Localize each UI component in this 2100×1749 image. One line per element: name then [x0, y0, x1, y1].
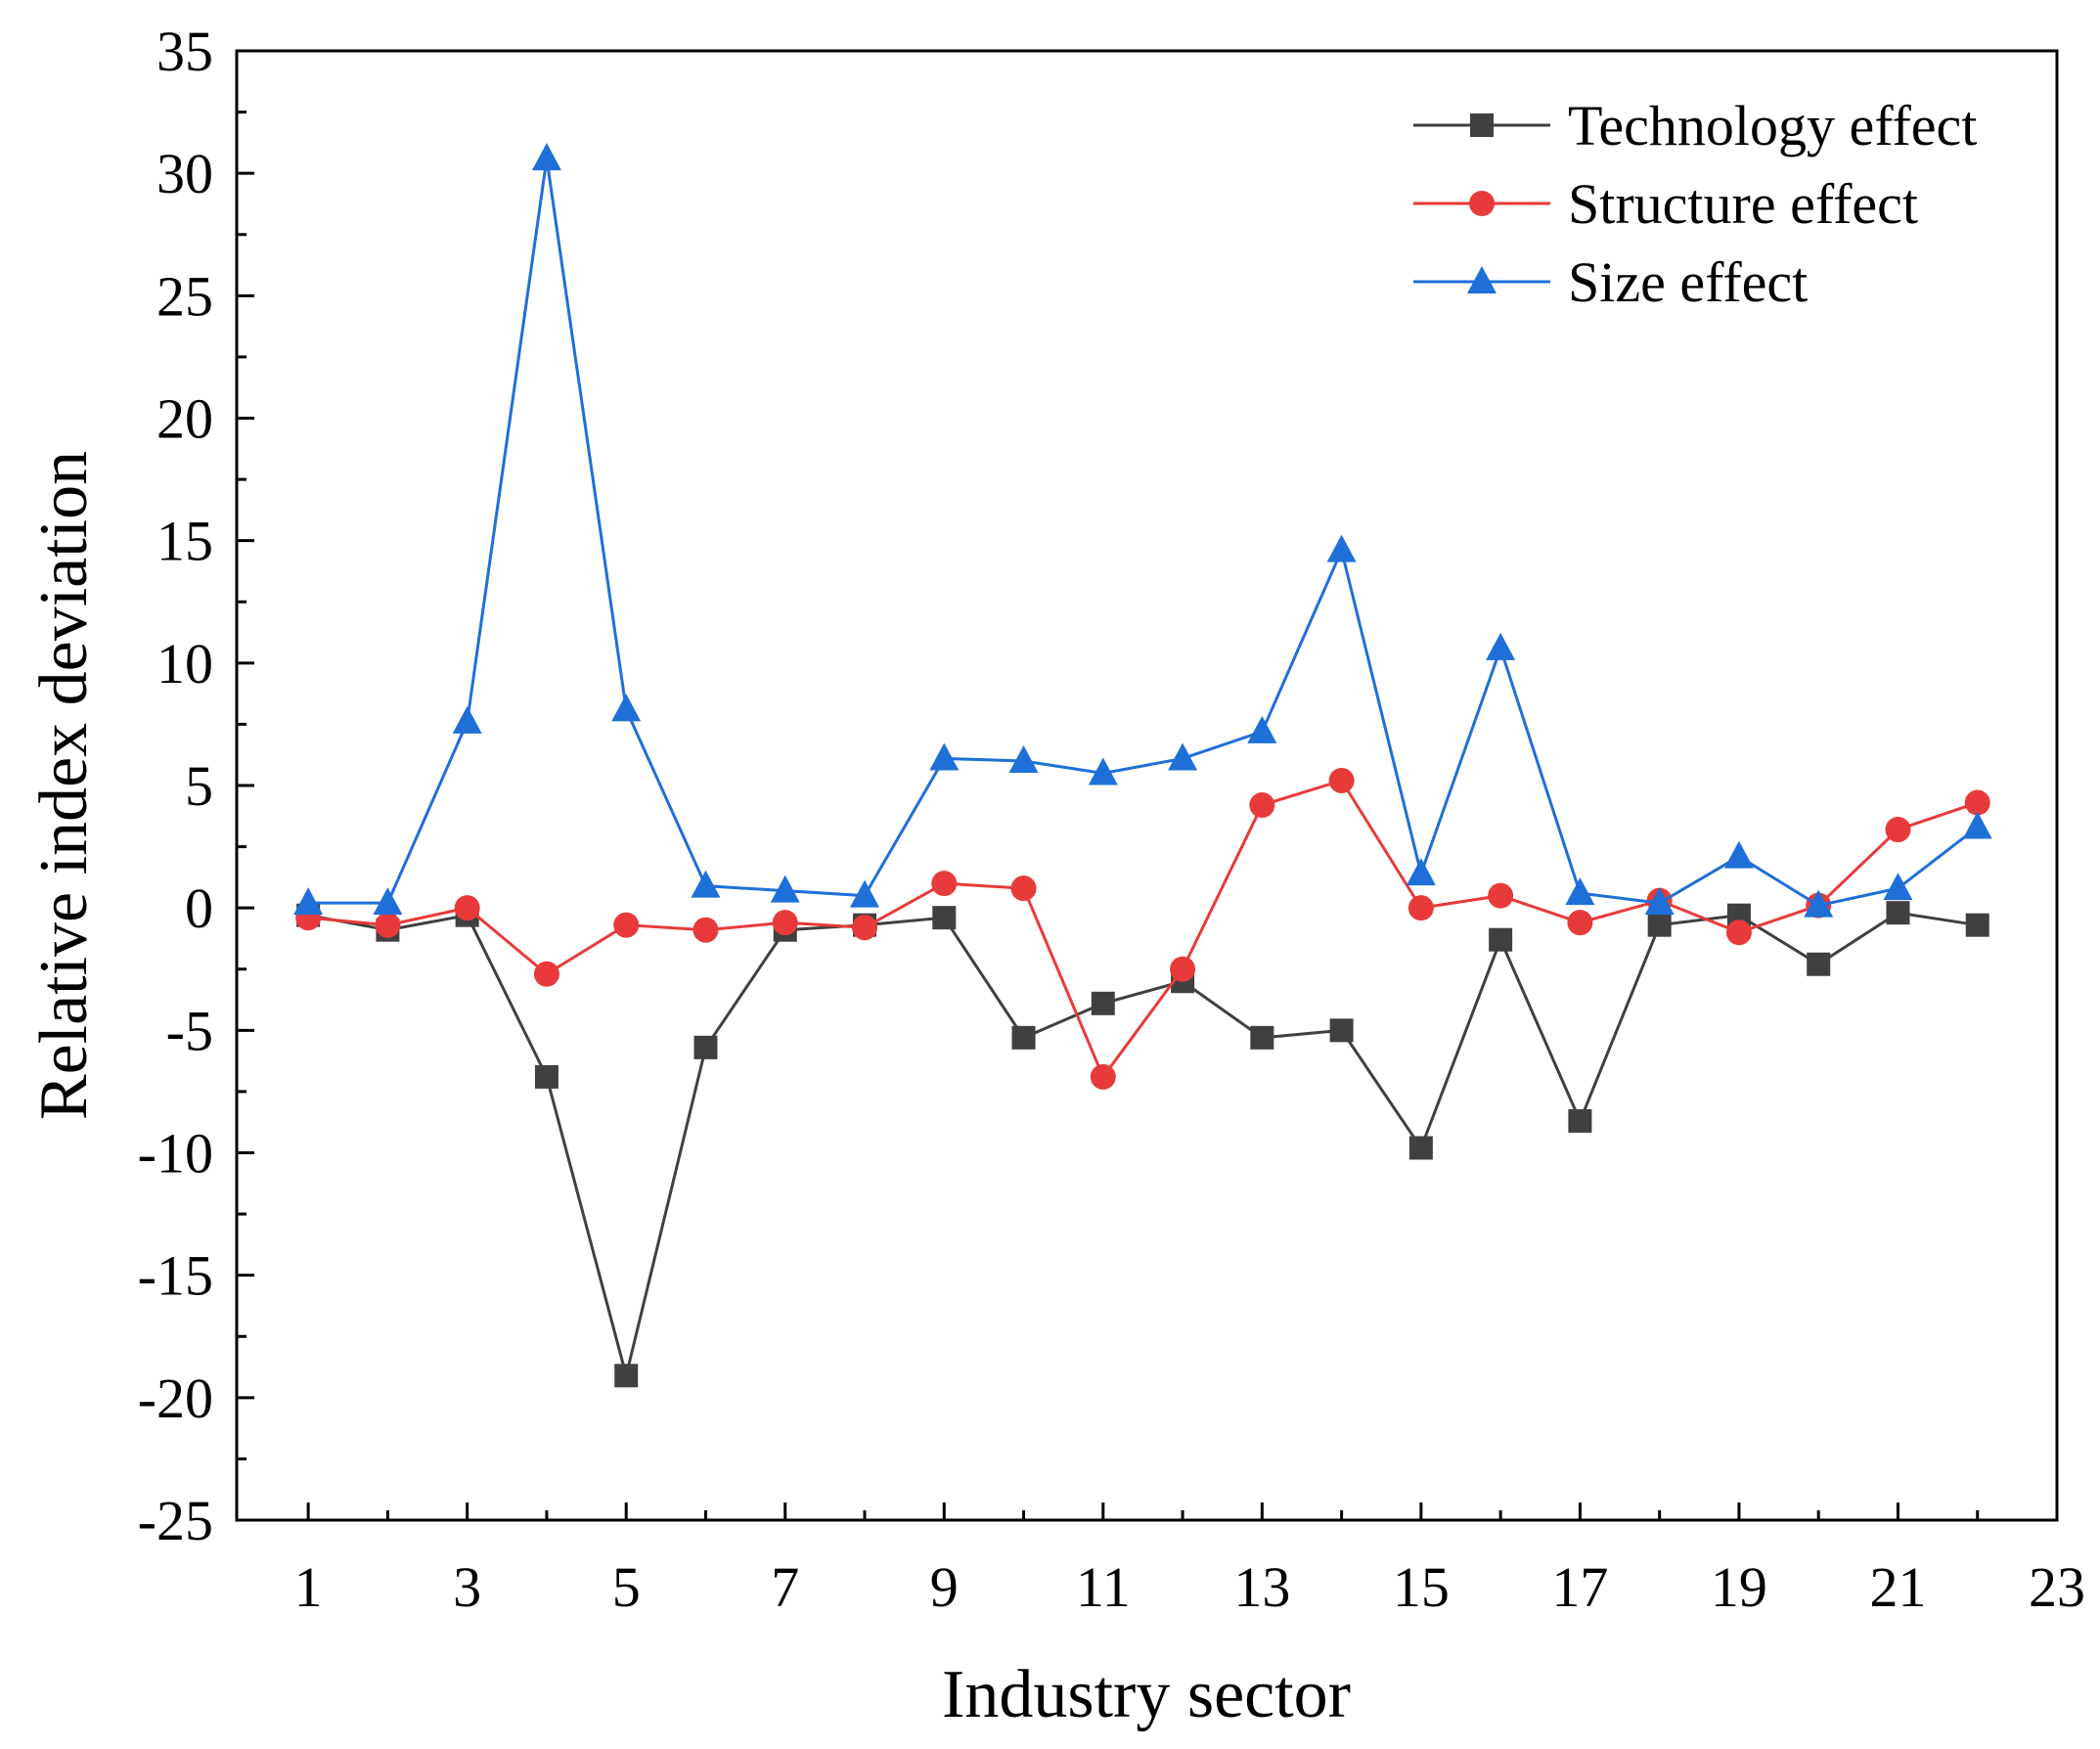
- data-point: [1170, 956, 1196, 982]
- data-point: [1249, 792, 1275, 819]
- data-point: [452, 705, 482, 734]
- x-tick-label: 3: [453, 1555, 481, 1619]
- data-point: [1326, 534, 1357, 562]
- data-point: [1964, 789, 1990, 816]
- data-point: [454, 895, 480, 921]
- data-point: [373, 887, 403, 916]
- data-point: [1328, 767, 1355, 793]
- data-point: [1807, 952, 1831, 976]
- data-point: [1247, 715, 1277, 743]
- x-tick-label: 23: [2029, 1555, 2085, 1619]
- data-point: [1088, 757, 1118, 785]
- legend-marker: [1469, 191, 1495, 216]
- y-tick-label: 15: [156, 510, 213, 573]
- x-tick-label: 1: [294, 1555, 323, 1619]
- data-point: [1008, 744, 1039, 773]
- y-tick-label: 0: [185, 876, 213, 940]
- data-point: [1486, 632, 1516, 660]
- series-line: [308, 779, 1979, 1080]
- data-point: [613, 912, 640, 938]
- legend-marker: [1467, 266, 1497, 293]
- data-point: [1010, 875, 1037, 902]
- series-size-effect: [293, 143, 1992, 918]
- x-axis-title: Industry sector: [942, 1657, 1351, 1732]
- data-point: [929, 742, 960, 771]
- data-point: [1250, 1025, 1274, 1050]
- x-tick-label: 21: [1869, 1555, 1926, 1619]
- x-tick-label: 7: [771, 1555, 799, 1619]
- legend-label-structure: Structure effect: [1568, 172, 1918, 236]
- y-tick-label: 5: [185, 754, 213, 818]
- data-point: [1567, 910, 1593, 936]
- legend-marker: [1470, 113, 1494, 137]
- y-tick-label: 10: [156, 632, 213, 695]
- y-axis-title: Relative index deviation: [26, 451, 102, 1120]
- legend: Technology effect Structure effect Size …: [1413, 94, 1977, 314]
- y-tick-label: -10: [138, 1122, 213, 1186]
- data-point: [1725, 919, 1752, 946]
- data-point: [1091, 991, 1115, 1015]
- data-point: [1408, 1136, 1433, 1160]
- x-tick-label: 19: [1711, 1555, 1767, 1619]
- data-point: [1723, 840, 1754, 869]
- data-point: [1565, 877, 1595, 906]
- data-point: [1406, 858, 1436, 886]
- y-tick-label: 30: [156, 142, 213, 205]
- data-point: [693, 917, 719, 943]
- data-point: [691, 870, 721, 898]
- axis-ticks: [237, 49, 2059, 1522]
- data-point: [1804, 889, 1834, 918]
- y-tick-label: 25: [156, 264, 213, 328]
- y-tick-label: -5: [166, 999, 213, 1062]
- x-tick-label: 15: [1393, 1555, 1450, 1619]
- x-tick-label: 9: [930, 1555, 959, 1619]
- y-tick-label: -20: [138, 1367, 213, 1430]
- data-point: [1962, 811, 1992, 839]
- data-point: [1090, 1063, 1116, 1090]
- series-structure-effect: [295, 767, 1990, 1090]
- data-point: [1488, 882, 1514, 909]
- data-point: [1886, 901, 1910, 925]
- data-point: [1329, 1018, 1354, 1043]
- data-point: [375, 912, 401, 938]
- data-point: [1168, 742, 1198, 771]
- data-point: [1489, 927, 1513, 952]
- x-tick-label: 13: [1233, 1555, 1290, 1619]
- data-point: [293, 887, 324, 916]
- data-point: [1644, 887, 1675, 916]
- data-point: [693, 1035, 718, 1059]
- series-layer: [293, 143, 1992, 1388]
- data-point: [850, 879, 880, 908]
- series-line: [308, 157, 1979, 908]
- legend-label-size: Size effect: [1568, 250, 1808, 314]
- data-point: [770, 874, 800, 903]
- data-point: [931, 871, 958, 897]
- x-tick-label: 5: [612, 1555, 641, 1619]
- y-tick-label: -15: [138, 1244, 213, 1308]
- data-point: [533, 961, 559, 987]
- y-tick-label: 20: [156, 387, 213, 451]
- data-point: [531, 143, 561, 171]
- data-point: [534, 1064, 559, 1089]
- data-point: [1011, 1025, 1036, 1050]
- x-tick-label: 11: [1076, 1555, 1131, 1619]
- data-point: [614, 1364, 639, 1388]
- data-point: [1407, 895, 1434, 921]
- y-tick-label: 35: [156, 20, 213, 83]
- data-point: [611, 694, 642, 722]
- y-tick-label: -25: [138, 1489, 213, 1552]
- data-point: [1965, 913, 1989, 937]
- tick-labels: 1 3 5 7 9 11 13 15 17 19 21 2335302520151050-5-10-1…: [138, 20, 2085, 1619]
- data-point: [772, 910, 798, 936]
- data-point: [932, 906, 957, 930]
- data-point: [1883, 873, 1913, 901]
- data-point: [852, 915, 878, 941]
- series-line: [307, 911, 1978, 1376]
- x-tick-label: 17: [1551, 1555, 1608, 1619]
- legend-label-technology: Technology effect: [1568, 94, 1977, 157]
- data-point: [1647, 913, 1672, 937]
- data-point: [1568, 1108, 1592, 1133]
- data-point: [1885, 817, 1911, 843]
